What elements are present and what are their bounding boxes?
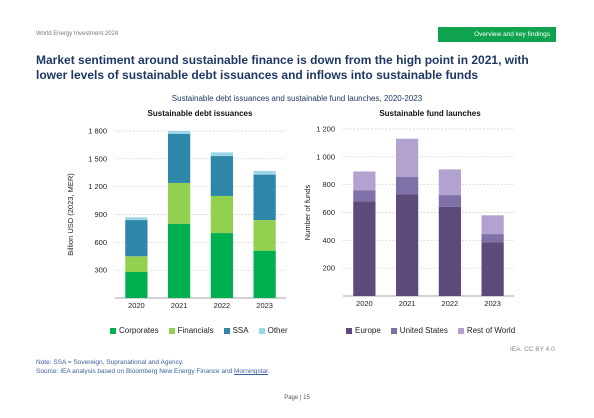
funds-bar-united-states (353, 190, 376, 202)
funds-chart-title: Sustainable fund launches (379, 109, 481, 118)
debt-bar-ssa (168, 133, 191, 183)
debt-chart-title: Sustainable debt issuances (147, 109, 253, 118)
legend-item: Other (258, 326, 288, 335)
funds-bar-united-states (396, 177, 419, 195)
debt-ytick-label: 1 800 (88, 127, 107, 136)
source-note: Note: SSA = Sovereign, Supranational and… (36, 358, 270, 376)
debt-bar-financials (168, 182, 191, 224)
legend-item: Rest of World (457, 326, 516, 335)
debt-xtick-label: 2023 (256, 301, 273, 310)
source-text: Source: IEA analysis based on Bloomberg … (36, 368, 235, 375)
debt-bar-corporates (210, 233, 233, 298)
debt-bar-corporates (253, 250, 276, 298)
license-credit: IEA. CC BY 4.0 (510, 346, 555, 353)
debt-xtick-label: 2021 (171, 301, 188, 310)
morningstar-link[interactable]: Morningstar (234, 368, 268, 375)
legend-item: Europe (346, 326, 381, 335)
funds-ytick-label: 200 (322, 264, 335, 273)
debt-xtick-label: 2022 (214, 301, 231, 310)
debt-legend: Corporates Financials SSA Other (110, 326, 288, 335)
legend-label: United States (399, 326, 448, 335)
debt-bar-ssa (253, 174, 276, 221)
funds-xtick-label: 2020 (356, 299, 373, 308)
funds-bar-united-states (438, 195, 461, 207)
funds-bar-rest-of-world (353, 171, 376, 191)
debt-bar-corporates (168, 223, 191, 298)
funds-ytick-label: 1 200 (316, 125, 335, 134)
legend-swatch (258, 327, 265, 334)
legend-label: SSA (232, 326, 249, 335)
debt-ytick-label: 1 200 (88, 182, 107, 191)
debt-bar-other (125, 217, 148, 221)
note-line: Note: SSA = Sovereign, Supranational and… (36, 359, 184, 366)
debt-ytick-label: 900 (94, 210, 107, 219)
debt-xtick-label: 2020 (128, 301, 145, 310)
funds-bar-rest-of-world (438, 169, 461, 196)
funds-bar-europe (353, 201, 376, 296)
funds-bar-europe (481, 242, 504, 296)
debt-ytick-label: 1 500 (88, 154, 107, 163)
debt-bar-financials (210, 195, 233, 234)
funds-bar-rest-of-world (396, 138, 419, 178)
page-headline: Market sentiment around sustainable fina… (36, 53, 529, 82)
funds-ytick-label: 600 (322, 208, 335, 217)
debt-bar-other (168, 131, 191, 134)
legend-label: Rest of World (466, 326, 516, 335)
funds-legend: Europe United States Rest of World (346, 326, 515, 335)
funds-bar-europe (438, 206, 461, 296)
funds-ytick-label: 800 (322, 180, 335, 189)
debt-bar-financials (125, 256, 148, 273)
debt-bar-ssa (125, 220, 148, 257)
funds-ytick-label: 400 (322, 236, 335, 245)
source-end: . (267, 368, 270, 375)
legend-item: Financials (168, 326, 214, 335)
funds-bar-rest-of-world (481, 215, 504, 235)
section-badge[interactable]: Overview and key findings (438, 27, 556, 42)
funds-xtick-label: 2021 (399, 299, 416, 308)
debt-ytick-label: 600 (94, 238, 107, 247)
report-name: World Energy Investment 2024 (36, 31, 119, 37)
debt-bar-ssa (210, 156, 233, 196)
debt-bar-corporates (125, 272, 148, 298)
legend-item: Corporates (110, 326, 159, 335)
funds-y-axis-title: Number of funds (303, 185, 312, 241)
legend-label: Corporates (119, 326, 159, 335)
funds-bar-united-states (481, 234, 504, 243)
legend-item: SSA (223, 326, 249, 335)
legend-swatch (457, 327, 464, 334)
legend-label: Financials (177, 326, 214, 335)
legend-label: Europe (355, 326, 381, 335)
legend-swatch (110, 327, 116, 334)
debt-bar-financials (253, 220, 276, 251)
debt-bar-other (210, 152, 233, 157)
legend-swatch (168, 327, 175, 334)
legend-label: Other (267, 326, 288, 335)
legend-item: United States (390, 326, 448, 335)
legend-swatch (390, 327, 397, 334)
legend-swatch (223, 327, 230, 334)
legend-swatch (346, 327, 352, 334)
figure-title: Sustainable debt issuances and sustainab… (171, 94, 423, 103)
debt-ytick-label: 300 (94, 266, 107, 275)
funds-xtick-label: 2022 (442, 299, 459, 308)
page-number: Page | 15 (284, 395, 310, 401)
debt-bar-other (253, 170, 276, 175)
funds-ytick-label: 1 000 (316, 152, 335, 161)
funds-xtick-label: 2023 (484, 299, 501, 308)
debt-y-axis-title: Billion USD (2023, MER) (66, 173, 75, 256)
source-line: Source: IEA analysis based on Bloomberg … (36, 367, 270, 376)
funds-bar-europe (396, 194, 419, 296)
